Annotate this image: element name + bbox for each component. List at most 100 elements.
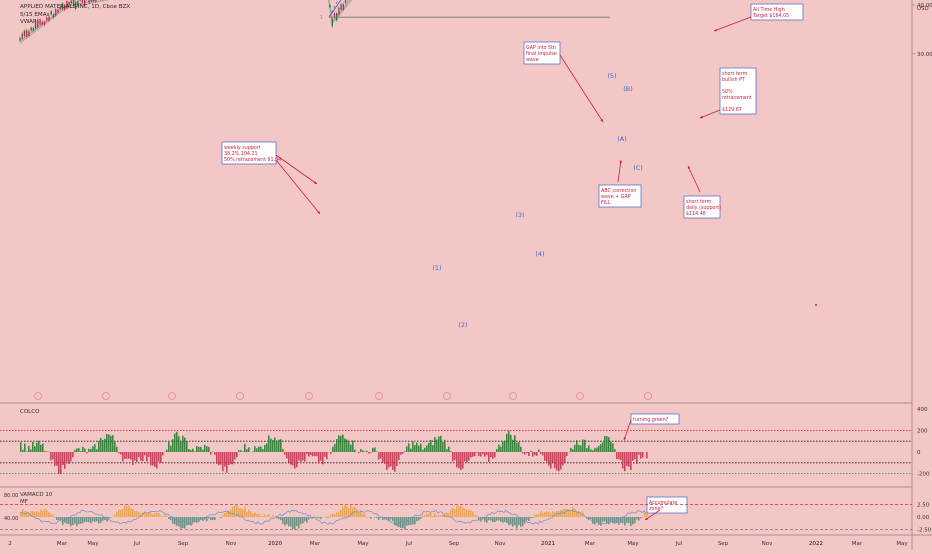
vamacd-bar xyxy=(452,508,454,517)
colc-bar xyxy=(560,452,562,469)
vamacd-bar xyxy=(170,517,172,520)
colc-bar xyxy=(526,452,528,453)
vamacd-bar xyxy=(40,509,42,517)
elliott-wave-line xyxy=(329,0,610,17)
vamacd-bar xyxy=(262,516,264,517)
colc-bar xyxy=(362,450,364,452)
vamacd-bar xyxy=(626,517,628,523)
colc-bar xyxy=(476,452,478,453)
vamacd-bar xyxy=(454,510,456,517)
colc-bar xyxy=(192,449,194,452)
vamacd-bar xyxy=(252,514,254,517)
vamacd-bar xyxy=(266,515,268,517)
wave-label-4: (4) xyxy=(535,250,544,258)
vamacd-bar xyxy=(52,515,54,517)
colc-bar xyxy=(292,452,294,465)
colc-bar xyxy=(622,452,624,468)
colc-bar xyxy=(598,446,600,452)
vamacd-bar xyxy=(356,509,358,517)
vamacd-bar xyxy=(268,514,270,517)
vamacd-bar xyxy=(180,517,182,529)
vamacd-bar xyxy=(302,517,304,523)
candle xyxy=(88,0,89,3)
vamacd-bar xyxy=(458,506,460,517)
vamacd-bar xyxy=(550,514,552,517)
candle xyxy=(91,0,92,2)
candle xyxy=(340,4,341,9)
colc-bar xyxy=(150,452,152,465)
vamacd-bar xyxy=(174,517,176,524)
vamacd-bar xyxy=(96,517,98,521)
vamacd-bar xyxy=(418,517,420,520)
colc-bar xyxy=(578,445,580,452)
colc-bar xyxy=(420,444,422,452)
fib-trend-line xyxy=(329,0,610,17)
weekly-support-text: 38.2% 104.21 xyxy=(224,151,258,157)
price-axis-label: 30.00 xyxy=(917,52,932,58)
colc-bar xyxy=(272,440,274,452)
colc-bar xyxy=(64,452,66,469)
vamacd-bar xyxy=(244,507,246,517)
colc-bar xyxy=(78,448,80,452)
arrow-weekly-support-50 xyxy=(276,160,320,214)
vamacd-bar xyxy=(602,517,604,522)
vamacd-bar xyxy=(232,507,234,517)
colc-bar xyxy=(52,452,54,460)
colc-bar xyxy=(290,452,292,465)
colc-bar xyxy=(28,446,30,452)
vamacd-bar xyxy=(504,517,506,522)
colc-bar xyxy=(452,452,454,461)
vamacd-bar xyxy=(128,506,130,517)
colc-bar xyxy=(118,452,120,453)
vamacd-bar xyxy=(66,517,68,524)
colc-bar xyxy=(146,452,148,461)
colc-bar xyxy=(448,446,450,452)
colc-bar xyxy=(176,432,178,452)
vamacd-bar xyxy=(56,517,58,520)
wave-label-b: (B) xyxy=(623,85,633,93)
short-term-daily-text: short term xyxy=(686,199,712,205)
vamacd-bar xyxy=(258,514,260,517)
colc-bar xyxy=(532,452,534,457)
colc-bar xyxy=(394,452,396,472)
vamacd-bar xyxy=(624,517,626,526)
colc-bar xyxy=(88,449,90,452)
colc-bar xyxy=(424,448,426,452)
vamacd-bar xyxy=(526,517,528,520)
colc-bar xyxy=(322,452,324,464)
vamacd-bar xyxy=(250,511,252,517)
colc-bar xyxy=(240,450,242,452)
candle xyxy=(343,4,344,10)
colc-axis-label: 0 xyxy=(917,450,921,456)
colc-bar xyxy=(326,452,328,459)
colc-bar xyxy=(612,443,614,452)
vamacd-bar xyxy=(58,517,60,520)
vamacd-bar xyxy=(502,517,504,523)
mf-pane-label: MF xyxy=(20,499,28,505)
vamacd-bar xyxy=(240,508,242,517)
colc-bar xyxy=(282,449,284,452)
colc-bar xyxy=(200,447,202,452)
colc-bar xyxy=(588,446,590,452)
colc-bar xyxy=(392,452,394,470)
colc-bar xyxy=(320,452,322,461)
colc-bar xyxy=(220,452,222,465)
vamacd-bar xyxy=(460,506,462,517)
colc-bar xyxy=(504,440,506,452)
colc-bar xyxy=(40,445,42,452)
vamacd-bar xyxy=(466,510,468,517)
colc-bar xyxy=(142,452,144,461)
colc-bar xyxy=(226,452,228,473)
vamacd-bar xyxy=(430,513,432,517)
vamacd-axis-right-label: 0.00 xyxy=(917,515,930,521)
wave-label-c: (C) xyxy=(633,164,643,172)
colc-bar xyxy=(600,444,602,452)
vamacd-bar xyxy=(160,515,162,517)
vamacd-bar xyxy=(84,517,86,522)
colc-bar xyxy=(366,451,368,452)
colc-bar xyxy=(474,452,476,456)
vamacd-bar xyxy=(634,517,636,523)
colc-bar xyxy=(82,447,84,452)
colc-bar xyxy=(444,440,446,452)
